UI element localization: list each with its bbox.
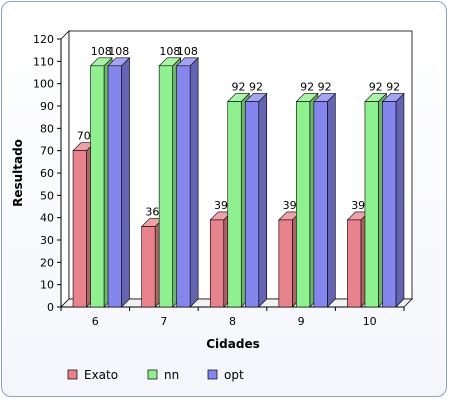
y-axis: 0 10 20 30 40 50 60 70 80 90 100 110 120 [33, 33, 62, 314]
data-label: 92 [249, 81, 263, 94]
bar-side [121, 57, 130, 308]
bar-front [227, 101, 242, 308]
x-tick-label: 6 [92, 315, 99, 328]
x-tick-label: 8 [229, 315, 236, 328]
x-axis-title: Cidades [206, 337, 259, 351]
bar-front [176, 65, 191, 308]
y-tick-label: 100 [33, 78, 54, 91]
bar-opt-10 [381, 92, 405, 308]
bar-front [90, 65, 105, 308]
bar-front [382, 101, 397, 308]
data-label: 92 [369, 81, 383, 94]
bar-front [72, 150, 87, 308]
data-label: 39 [214, 199, 228, 212]
data-label: 39 [351, 199, 365, 212]
data-label: 108 [177, 45, 198, 58]
bars [72, 57, 405, 308]
bar-front [244, 101, 260, 308]
legend-item-exato: Exato [67, 368, 118, 382]
bar-front [347, 219, 362, 308]
bar-opt-6 [107, 57, 131, 308]
bar-front [313, 101, 328, 308]
y-tick-label: 60 [40, 167, 54, 180]
y-tick-label: 30 [40, 234, 54, 247]
y-tick-label: 70 [40, 145, 54, 158]
data-label: 92 [318, 81, 332, 94]
x-axis: 6 7 8 9 10 [60, 306, 405, 328]
legend: Exato nn opt [67, 368, 244, 382]
y-tick-label: 110 [33, 55, 54, 68]
data-label: 92 [232, 81, 246, 94]
bar-opt-9 [313, 92, 337, 308]
y-tick-label: 10 [40, 279, 54, 292]
bar-front [209, 219, 225, 308]
legend-item-nn: nn [147, 368, 179, 382]
y-tick-label: 80 [40, 122, 54, 135]
bar-side [395, 92, 405, 308]
data-label: 92 [300, 81, 314, 94]
bar-opt-8 [244, 92, 268, 308]
data-label: 108 [91, 45, 112, 58]
bar-front [364, 101, 379, 308]
y-tick-label: 50 [40, 189, 54, 202]
data-label: 108 [159, 45, 180, 58]
bar-front [158, 65, 173, 308]
data-label: 70 [77, 130, 91, 143]
bar-front [278, 219, 293, 308]
bar-side [258, 92, 268, 308]
legend-label: Exato [84, 368, 118, 382]
bar-side [327, 92, 336, 308]
bar-front [107, 65, 122, 308]
legend-label: opt [224, 368, 244, 382]
y-tick-label: 20 [40, 256, 54, 269]
bar-front [296, 101, 311, 308]
data-label: 92 [386, 81, 400, 94]
y-tick-label: 90 [40, 100, 54, 113]
bar-side [189, 57, 199, 308]
data-label: 36 [145, 206, 159, 219]
legend-item-opt: opt [207, 368, 244, 382]
data-label: 108 [108, 45, 129, 58]
y-tick-label: 40 [40, 212, 54, 225]
bar-front [141, 226, 156, 308]
y-tick-label: 0 [47, 301, 54, 314]
legend-swatch [147, 369, 158, 380]
y-axis-title: Resultado [11, 139, 25, 207]
y-tick-label: 120 [33, 33, 54, 46]
data-label: 39 [283, 199, 297, 212]
side-wall [60, 30, 70, 308]
x-tick-label: 7 [160, 315, 167, 328]
bar-opt-7 [175, 57, 199, 308]
x-tick-label: 10 [363, 315, 377, 328]
x-tick-label: 9 [298, 315, 305, 328]
legend-swatch [67, 369, 78, 380]
legend-label: nn [164, 368, 179, 382]
legend-swatch [207, 369, 218, 380]
